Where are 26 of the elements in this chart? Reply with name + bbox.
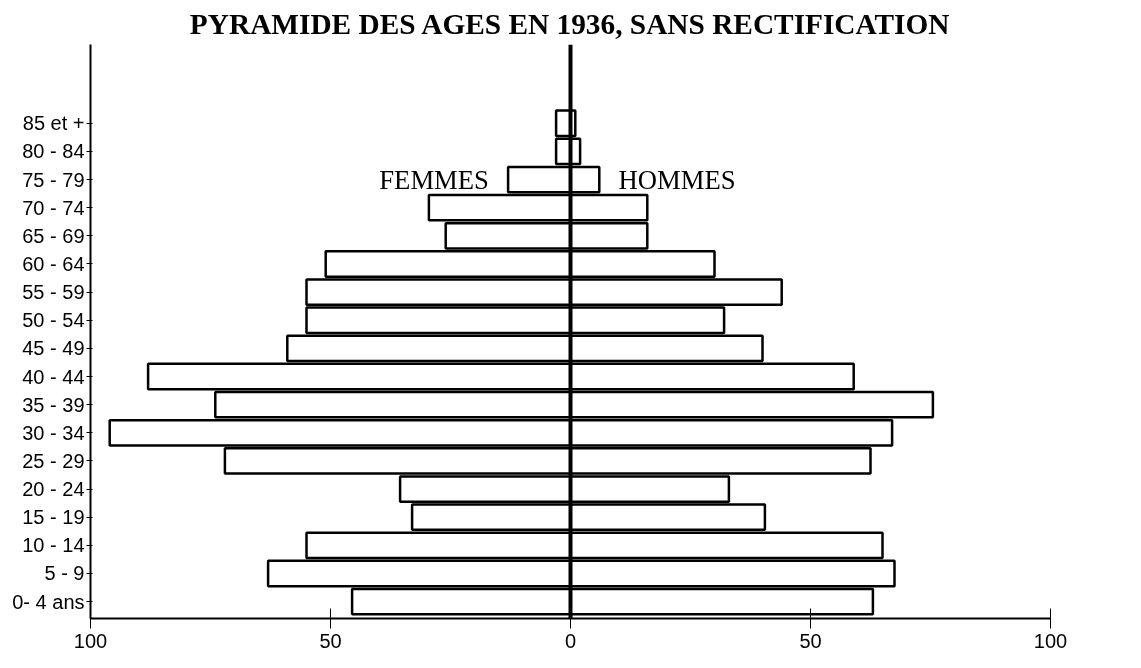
x-tick-label: 50: [319, 629, 342, 652]
y-tick-label: 55 - 59: [22, 281, 85, 304]
chart-title: PYRAMIDE DES AGES EN 1936, SANS RECTIFICATION: [189, 7, 950, 40]
y-tick-label: 80 - 84: [22, 140, 85, 163]
y-tick-label: 30 - 34: [22, 421, 85, 444]
y-tick-label: 85 et +: [22, 112, 85, 135]
y-tick-label: 20 - 24: [22, 478, 85, 501]
y-tick-label: 75 - 79: [22, 168, 85, 191]
series-label: HOMMES: [618, 164, 736, 195]
series-label: FEMMES: [379, 164, 489, 195]
x-tick-label: 100: [73, 629, 108, 652]
y-tick-label: 15 - 19: [22, 506, 85, 529]
y-tick-label: 35 - 39: [22, 393, 85, 416]
x-tick-label: 0: [564, 629, 577, 652]
y-tick-label: 25 - 29: [22, 449, 85, 472]
x-tick-label: 100: [1033, 629, 1068, 652]
y-tick-label: 0- 4 ans: [12, 590, 85, 613]
y-tick-label: 70 - 74: [22, 196, 85, 219]
y-tick-label: 45 - 49: [22, 337, 85, 360]
y-tick-label: 50 - 54: [22, 309, 85, 332]
x-tick-label: 50: [799, 629, 822, 652]
y-tick-label: 40 - 44: [22, 365, 85, 388]
y-tick-label: 10 - 14: [22, 534, 85, 557]
y-tick-label: 60 - 64: [22, 252, 85, 275]
y-tick-label: 5 - 9: [44, 562, 85, 585]
y-tick-label: 65 - 69: [22, 224, 85, 247]
